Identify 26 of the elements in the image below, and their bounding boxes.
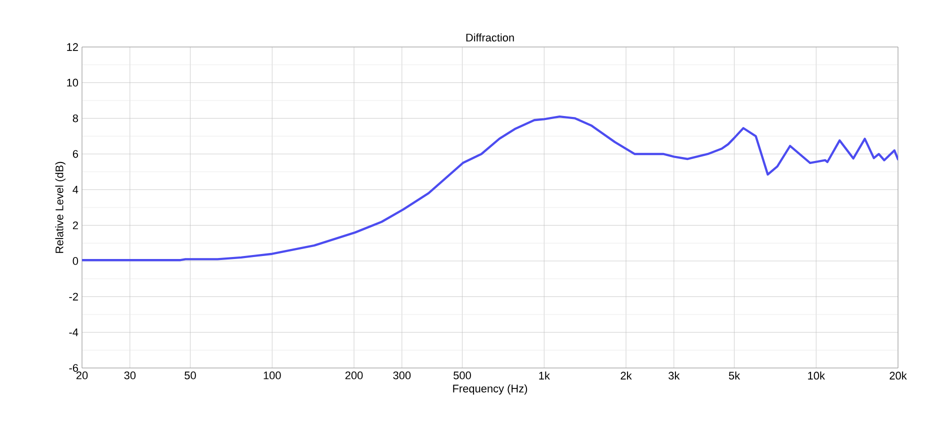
y-tick-label: -6 [69,364,78,372]
y-tick-label: 4 [72,186,78,194]
x-tick-label: 10k [808,372,825,380]
y-axis-title: Relative Level (dB) [55,162,66,253]
x-tick-label: 3k [668,372,680,380]
x-tick-label: 100 [264,372,281,380]
x-tick-label: 20k [890,372,907,380]
y-tick-label: 8 [72,114,78,122]
y-tick-label: 0 [72,257,78,265]
x-axis-title: Frequency (Hz) [453,384,528,395]
y-tick-label: 12 [67,43,78,51]
x-tick-label: 1k [539,372,550,380]
y-tick-label: -4 [69,328,78,336]
chart-title: Diffraction [466,33,514,42]
y-tick-label: 6 [72,150,78,158]
x-tick-label: 500 [454,372,471,380]
x-tick-label: 5k [728,372,740,380]
y-tick-label: -2 [69,292,78,300]
x-tick-label: 2k [620,372,632,380]
x-tick-label: 30 [124,372,136,380]
x-tick-label: 20 [76,372,88,380]
x-tick-label: 50 [184,372,196,380]
y-tick-label: 10 [67,78,78,87]
y-tick-label: 2 [72,222,78,230]
x-tick-label: 200 [345,372,363,380]
x-tick-label: 300 [393,372,411,380]
